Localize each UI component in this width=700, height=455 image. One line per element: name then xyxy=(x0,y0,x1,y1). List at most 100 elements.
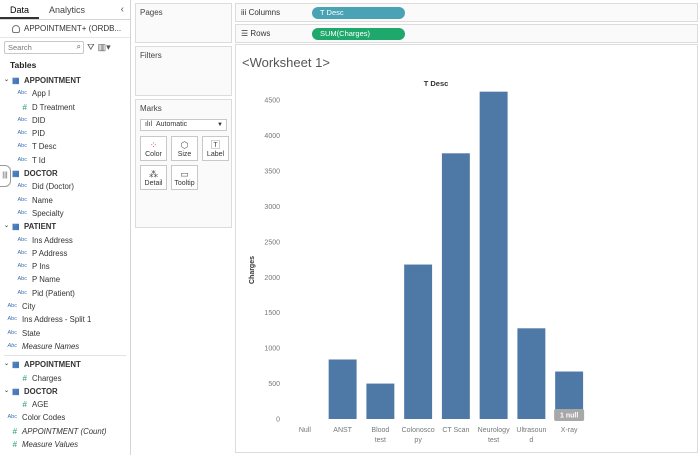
bar xyxy=(479,91,508,419)
collapse-pane-icon[interactable]: ‹ xyxy=(120,4,124,15)
mark-type-select[interactable]: ılıl Automatic ▼ xyxy=(140,119,227,131)
measure-type-icon: # xyxy=(22,373,27,383)
field-item[interactable]: # Measure Values xyxy=(0,438,130,451)
string-type-icon: Abc xyxy=(17,249,27,256)
tab-data[interactable]: Data xyxy=(0,0,40,19)
bar xyxy=(441,153,470,419)
x-tick-label: d xyxy=(529,437,533,444)
x-tick-label: Null xyxy=(299,427,312,434)
field-item[interactable]: # AGE xyxy=(0,398,130,411)
view-options-icon[interactable]: ▥▾ xyxy=(97,42,111,52)
measure-type-icon: # xyxy=(12,440,17,450)
field-label: Pid (Patient) xyxy=(32,288,75,298)
rows-label: Rows xyxy=(250,29,271,38)
mark-button-label: Label xyxy=(206,151,225,158)
chevron-down-icon[interactable]: ⌄ xyxy=(4,361,10,368)
field-item[interactable]: Abc Color Codes xyxy=(0,411,130,424)
y-tick-label: 3000 xyxy=(264,204,280,211)
field-label: Measure Names xyxy=(22,341,80,351)
measure-type-icon: # xyxy=(12,426,17,436)
field-label: Measure Values xyxy=(22,440,79,450)
field-label: P Name xyxy=(32,275,61,285)
filters-title: Filters xyxy=(140,51,162,60)
tooltip-icon: ▭ xyxy=(180,169,189,179)
columns-shelf-label: iii Columns xyxy=(236,8,312,17)
table-icon: ▦ xyxy=(12,169,20,179)
columns-pill[interactable]: T Desc xyxy=(312,6,405,19)
marks-color-button[interactable]: ⁘ Color xyxy=(140,136,167,161)
columns-shelf[interactable]: iii Columns T Desc xyxy=(235,3,698,22)
field-item[interactable]: Abc T Id xyxy=(0,154,130,167)
field-item[interactable]: Abc State xyxy=(0,327,130,340)
table-node[interactable]: ⌄▦DOCTOR xyxy=(0,385,130,398)
field-item[interactable]: Abc PID xyxy=(0,127,130,140)
field-label: Did (Doctor) xyxy=(32,182,75,192)
y-tick-label: 500 xyxy=(268,381,280,388)
field-item[interactable]: Abc City xyxy=(0,300,130,313)
field-item[interactable]: Abc Measure Names xyxy=(0,340,130,353)
color-dots-icon: ⁘ xyxy=(149,140,158,150)
x-tick-label: Colonosco xyxy=(402,427,435,434)
null-indicator[interactable] xyxy=(554,409,585,421)
mark-button-label: Color xyxy=(145,151,162,158)
rows-pill[interactable]: SUM(Charges) xyxy=(312,27,405,40)
search-input[interactable] xyxy=(5,42,71,53)
field-item[interactable]: Abc P Ins xyxy=(0,260,130,273)
y-tick-label: 4000 xyxy=(264,133,280,140)
table-node[interactable]: ⌄ ▦ PATIENT xyxy=(0,220,130,233)
field-item[interactable]: Abc Pid (Patient) xyxy=(0,287,130,300)
string-type-icon: Abc xyxy=(17,156,27,163)
datasource-row[interactable]: APPOINTMENT+ (ORDB... xyxy=(0,20,130,38)
chevron-down-icon[interactable]: ⌄ xyxy=(4,387,10,394)
chevron-down-icon[interactable]: ⌄ xyxy=(4,223,10,230)
field-item[interactable]: # Charges xyxy=(0,372,130,385)
pages-card[interactable]: Pages xyxy=(135,3,232,43)
field-item[interactable]: Abc P Address xyxy=(0,247,130,260)
string-type-icon: Abc xyxy=(7,316,17,323)
field-label: P Ins xyxy=(32,262,50,272)
search-icon[interactable]: ⌕ xyxy=(76,42,81,51)
string-type-icon: Abc xyxy=(17,276,27,283)
x-tick-label: Blood xyxy=(371,427,389,434)
y-axis-label: Charges xyxy=(249,256,256,284)
marks-card: Marks ılıl Automatic ▼ ⁘ Color ⬡ Size 🅃 Label… xyxy=(135,99,232,228)
drag-handle-icon[interactable]: ||| xyxy=(0,165,11,187)
rows-shelf[interactable]: ☰ Rows SUM(Charges) xyxy=(235,24,698,43)
field-item[interactable]: Abc Name xyxy=(0,194,130,207)
field-item[interactable]: # APPOINTMENT (Count) xyxy=(0,425,130,438)
string-type-icon: Abc xyxy=(17,143,27,150)
field-item[interactable]: Abc T Desc xyxy=(0,140,130,153)
marks-label-button[interactable]: 🅃 Label xyxy=(202,136,229,161)
field-item[interactable]: Abc Ins Address - Split 1 xyxy=(0,313,130,326)
field-item[interactable]: # D Treatment xyxy=(0,101,130,114)
marks-detail-button[interactable]: ⁂ Detail xyxy=(140,165,167,190)
datasource-name: APPOINTMENT+ (ORDB... xyxy=(24,23,122,33)
field-item[interactable]: Abc App I xyxy=(0,87,130,100)
filter-icon[interactable]: ⛛ xyxy=(87,42,95,52)
field-label: APPOINTMENT (Count) xyxy=(22,426,107,436)
mark-button-label: Size xyxy=(177,151,192,158)
table-node[interactable]: ⌄ ▦ APPOINTMENT xyxy=(0,358,130,371)
bar xyxy=(328,359,357,419)
table-node[interactable]: ⌄▦DOCTOR xyxy=(0,167,130,180)
marks-size-button[interactable]: ⬡ Size xyxy=(171,136,198,161)
filters-card[interactable]: Filters xyxy=(135,46,232,96)
string-type-icon: Abc xyxy=(17,196,27,203)
bar xyxy=(517,328,546,419)
field-item[interactable]: Abc DID xyxy=(0,114,130,127)
string-type-icon: Abc xyxy=(17,116,27,123)
field-item[interactable]: Abc Ins Address xyxy=(0,234,130,247)
marks-title: Marks xyxy=(140,104,162,113)
bar-chart: T Desc Charges 0 500 1000 1500 2000 2500 3000 350… xyxy=(249,79,585,444)
x-tick-label: test xyxy=(488,437,499,444)
field-item[interactable]: Abc Specialty xyxy=(0,207,130,220)
marks-tooltip-button[interactable]: ▭ Tooltip xyxy=(171,165,198,190)
table-node[interactable]: ⌄ ▦ APPOINTMENT xyxy=(0,74,130,87)
columns-icon: iii xyxy=(241,8,249,17)
chevron-down-icon[interactable]: ⌄ xyxy=(4,77,10,83)
field-label: Color Codes xyxy=(22,413,66,423)
field-item[interactable]: Abc Did (Doctor) xyxy=(0,180,130,193)
size-icon: ⬡ xyxy=(180,140,189,150)
field-item[interactable]: Abc P Name xyxy=(0,273,130,286)
tab-analytics[interactable]: Analytics xyxy=(49,5,86,15)
